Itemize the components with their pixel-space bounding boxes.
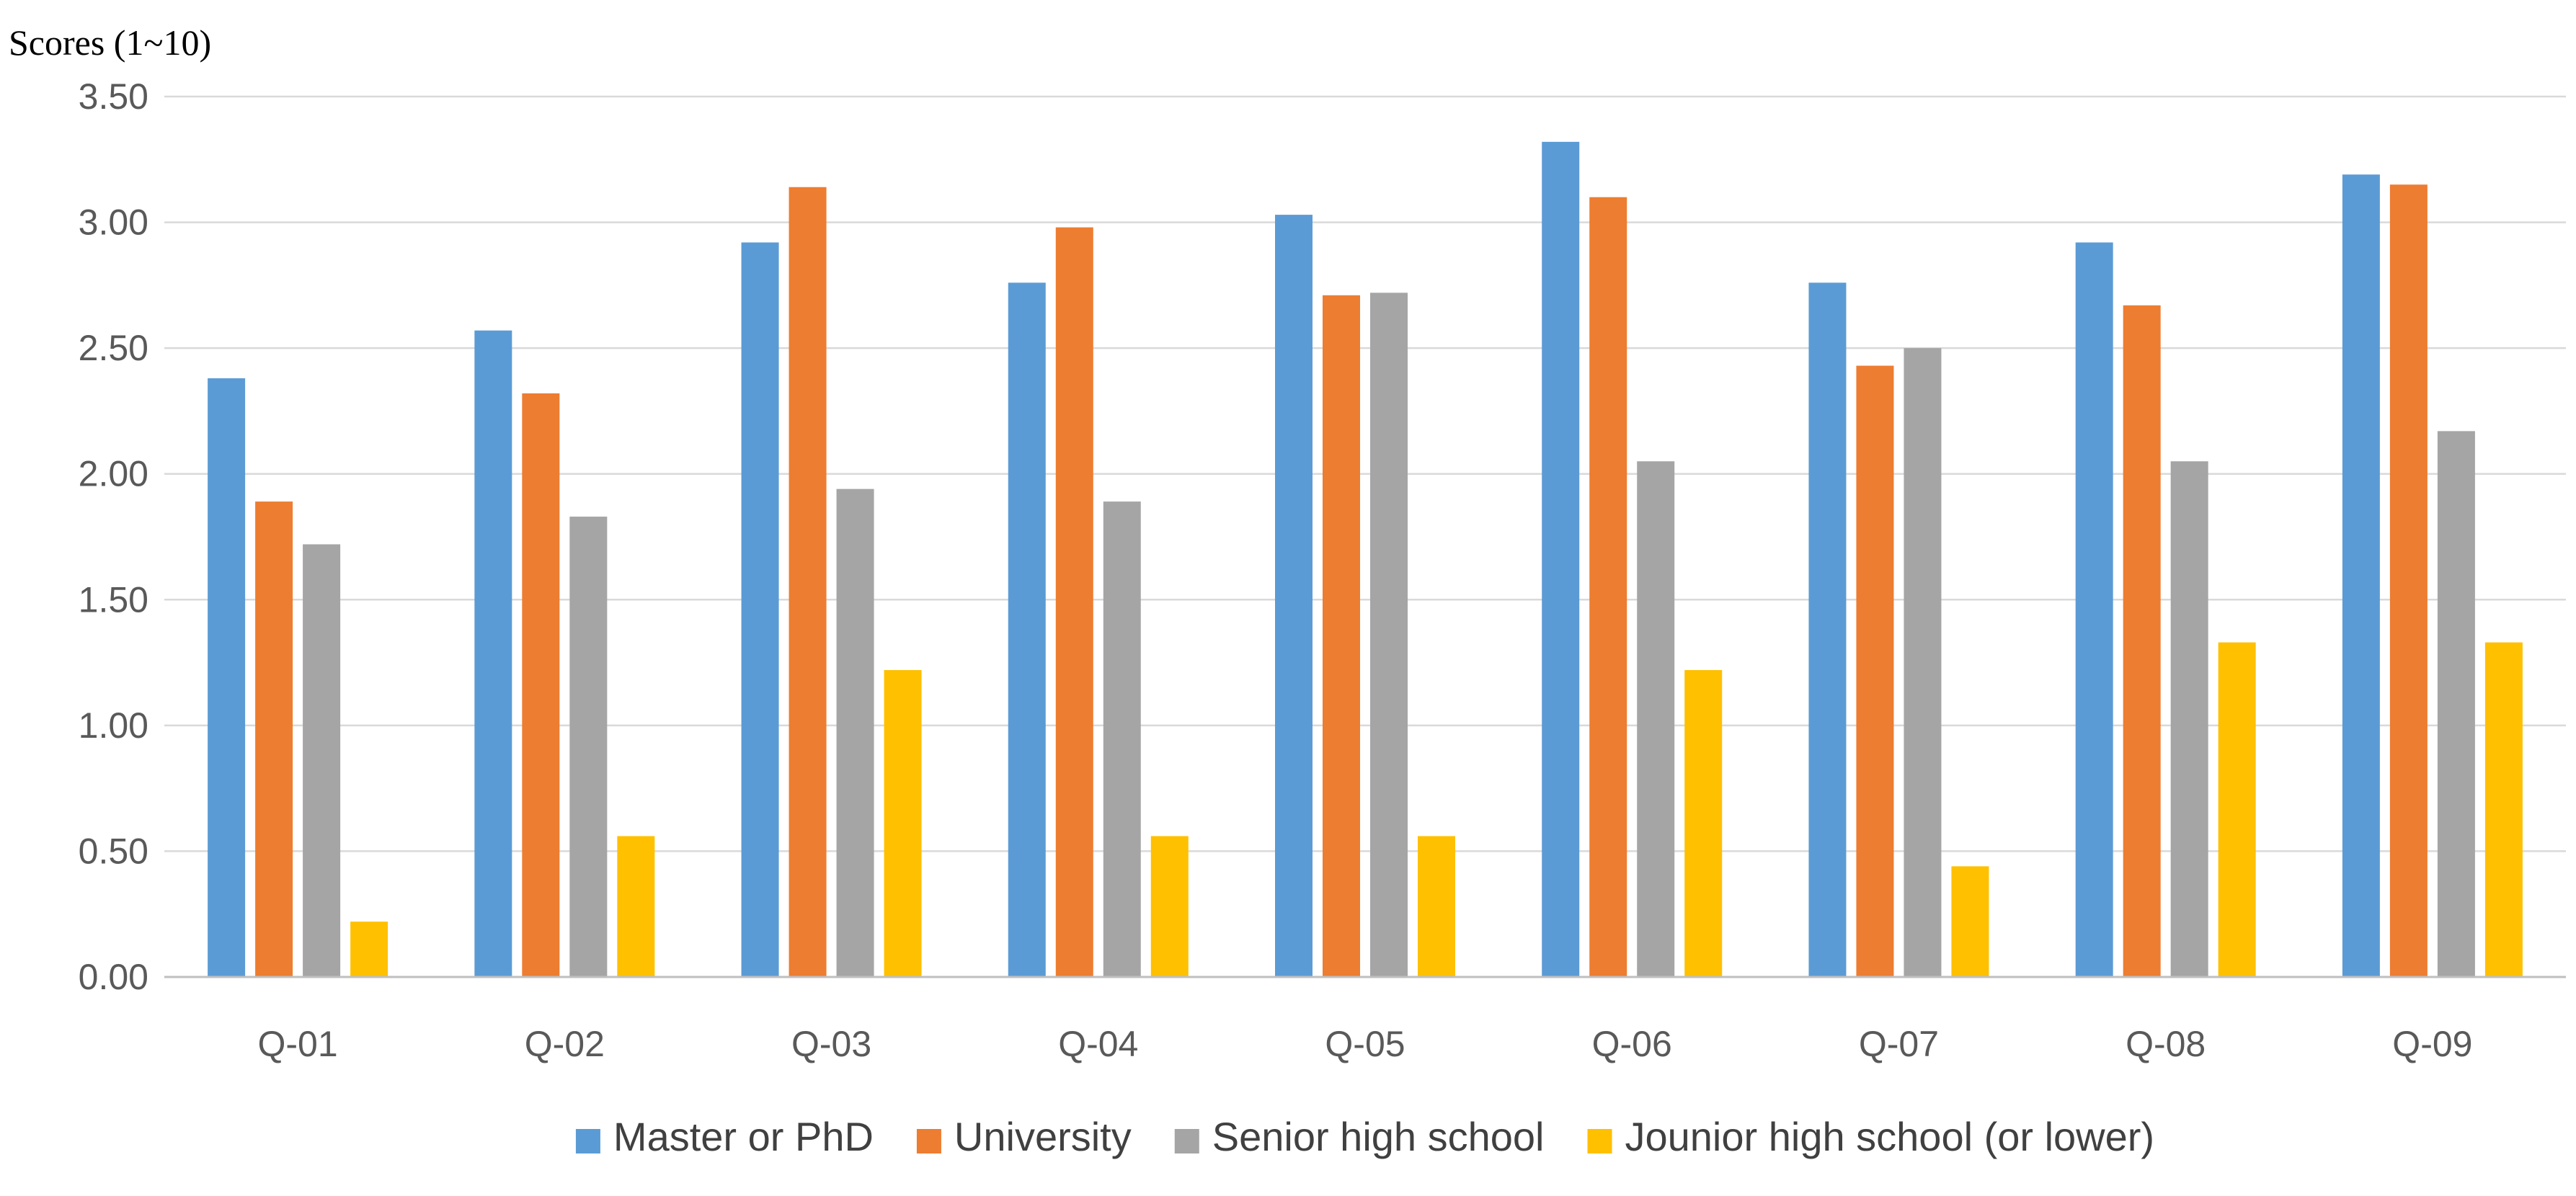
- bar-q-03-jounior-high-school-or-lower: [884, 670, 922, 977]
- bar-q-05-university: [1323, 295, 1360, 977]
- bar-q-08-university: [2123, 305, 2161, 977]
- x-tick-label: Q-03: [791, 1024, 871, 1064]
- x-tick-label: Q-01: [258, 1024, 338, 1064]
- y-tick-label: 1.50: [79, 579, 148, 620]
- bar-q-07-master-or-phd: [1808, 282, 1847, 977]
- y-axis-label: Scores (1~10): [9, 22, 211, 63]
- bar-q-02-senior-high-school: [569, 517, 608, 977]
- legend-swatch: [916, 1129, 941, 1153]
- bar-q-03-university: [789, 187, 827, 978]
- bar-q-04-senior-high-school: [1103, 501, 1141, 977]
- bar-q-03-senior-high-school: [836, 488, 874, 977]
- bar-q-06-jounior-high-school-or-lower: [1684, 670, 1723, 977]
- y-tick-label: 1.00: [79, 705, 148, 746]
- y-tick-label: 0.50: [79, 831, 148, 871]
- bar-q-05-jounior-high-school-or-lower: [1418, 836, 1455, 977]
- bar-q-02-master-or-phd: [474, 330, 512, 977]
- bar-q-07-senior-high-school: [1904, 348, 1942, 978]
- bar-q-06-senior-high-school: [1637, 461, 1675, 977]
- legend-label: University: [954, 1114, 1132, 1159]
- bar-q-08-master-or-phd: [2075, 242, 2113, 977]
- bar-q-08-senior-high-school: [2170, 461, 2208, 977]
- bar-q-01-jounior-high-school-or-lower: [350, 921, 388, 977]
- bar-q-06-master-or-phd: [1542, 141, 1580, 978]
- legend-item: Senior high school: [1174, 1114, 1545, 1159]
- legend-swatch: [1587, 1129, 1612, 1153]
- y-tick-label: 3.00: [79, 202, 148, 243]
- bar-q-01-university: [255, 501, 293, 977]
- legend-item: Jounior high school (or lower): [1587, 1114, 2155, 1159]
- legend-swatch: [1174, 1129, 1199, 1153]
- y-tick-label: 0.00: [79, 957, 148, 997]
- bar-q-01-master-or-phd: [208, 378, 246, 977]
- legend-item: Master or PhD: [575, 1114, 874, 1159]
- y-tick-label: 2.50: [79, 328, 148, 368]
- bar-q-09-master-or-phd: [2342, 174, 2380, 978]
- legend-label: Senior high school: [1212, 1114, 1545, 1159]
- bar-q-05-master-or-phd: [1275, 215, 1313, 977]
- bar-q-09-jounior-high-school-or-lower: [2484, 642, 2523, 977]
- bar-q-08-jounior-high-school-or-lower: [2218, 642, 2256, 977]
- x-tick-label: Q-09: [2392, 1024, 2472, 1064]
- bar-q-06-university: [1589, 197, 1627, 978]
- bar-q-07-jounior-high-school-or-lower: [1951, 866, 1989, 977]
- bar-q-02-jounior-high-school-or-lower: [617, 836, 655, 977]
- bar-q-04-university: [1055, 227, 1093, 977]
- bar-q-07-university: [1856, 365, 1894, 977]
- x-tick-labels: Q-01 Q-02 Q-03 Q-04 Q-05 Q-06 Q-07 Q-08 Q-09: [258, 1024, 2473, 1064]
- x-tick-label: Q-05: [1325, 1024, 1405, 1064]
- x-tick-label: Q-04: [1058, 1024, 1138, 1064]
- legend: Master or PhD University Senior high schoo…: [575, 1114, 2155, 1159]
- bar-q-09-senior-high-school: [2437, 431, 2475, 977]
- bar-q-04-jounior-high-school-or-lower: [1150, 836, 1189, 977]
- gridlines: [164, 95, 2566, 852]
- bar-q-01-senior-high-school: [303, 544, 341, 977]
- bar-q-09-university: [2389, 184, 2428, 978]
- legend-label: Master or PhD: [613, 1114, 874, 1159]
- y-tick-label: 2.00: [79, 454, 148, 494]
- legend-label: Jounior high school (or lower): [1625, 1114, 2155, 1159]
- x-tick-label: Q-07: [1859, 1024, 1939, 1064]
- bars: [208, 141, 2523, 978]
- legend-item: University: [916, 1114, 1132, 1159]
- bar-q-05-senior-high-school: [1370, 293, 1408, 977]
- x-tick-label: Q-08: [2126, 1024, 2206, 1064]
- bar-q-04-master-or-phd: [1008, 282, 1046, 977]
- y-tick-label: 3.50: [79, 76, 148, 117]
- legend-swatch: [575, 1129, 600, 1153]
- bar-q-02-university: [522, 393, 560, 977]
- x-tick-label: Q-02: [525, 1024, 605, 1064]
- bar-q-03-master-or-phd: [741, 242, 779, 977]
- y-tick-labels: 0.00 0.50 1.00 1.50 2.00 2.50 3.00 3.50: [79, 76, 148, 997]
- x-tick-label: Q-06: [1592, 1024, 1672, 1064]
